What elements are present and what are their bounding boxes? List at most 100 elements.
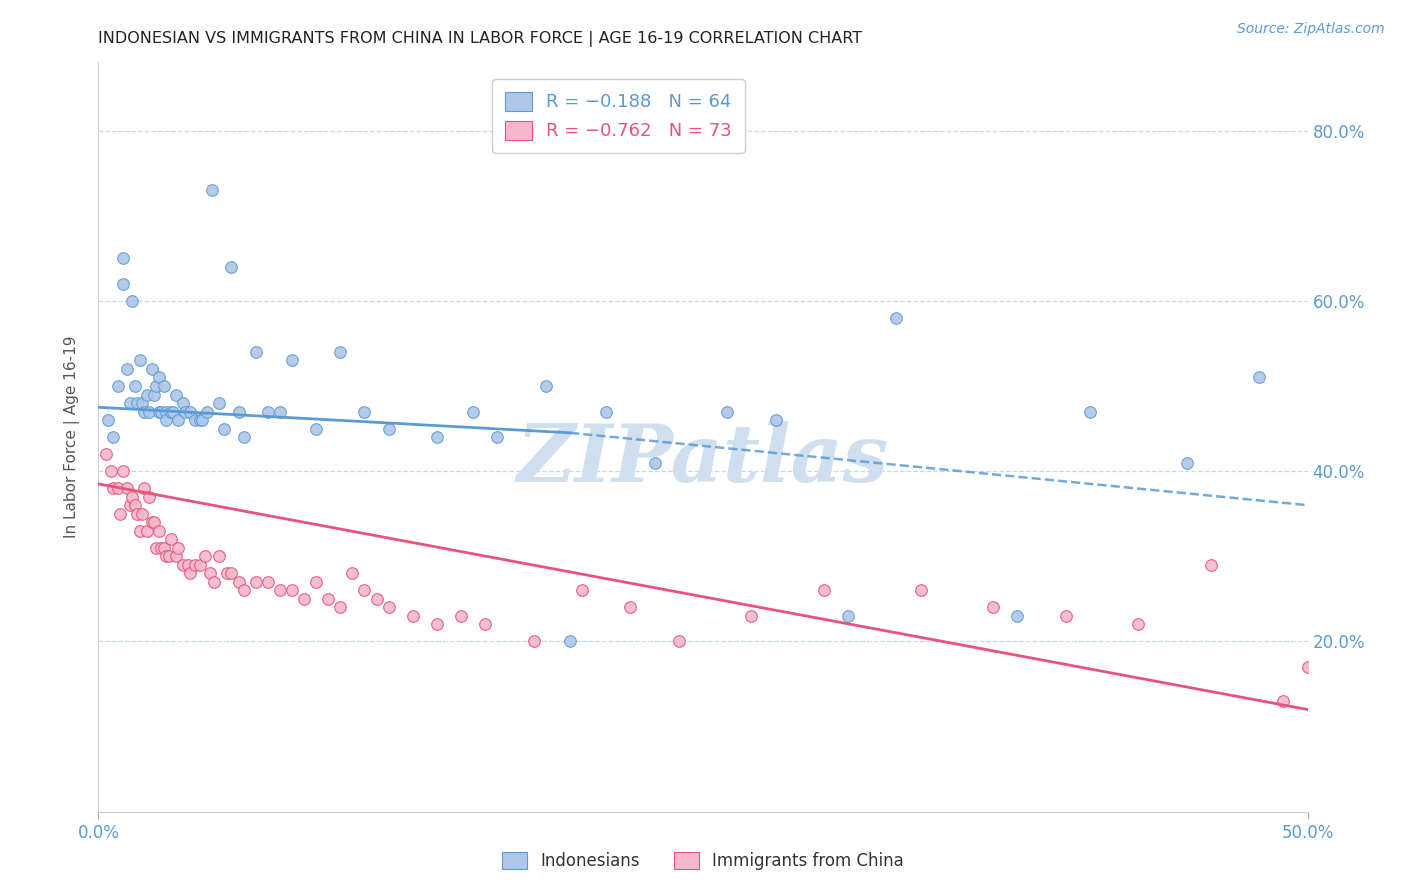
Point bbox=[118, 396, 141, 410]
Point bbox=[292, 591, 315, 606]
Point bbox=[1344, 694, 1367, 708]
Point bbox=[837, 608, 859, 623]
Point bbox=[108, 507, 131, 521]
Point bbox=[463, 404, 485, 418]
Point bbox=[191, 413, 214, 427]
Point bbox=[134, 481, 156, 495]
Point bbox=[150, 541, 173, 555]
Point bbox=[152, 379, 174, 393]
Point bbox=[1175, 456, 1198, 470]
Point bbox=[121, 490, 143, 504]
Point bbox=[474, 617, 496, 632]
Point bbox=[145, 541, 167, 555]
Point bbox=[595, 404, 617, 418]
Point bbox=[143, 515, 166, 529]
Point bbox=[740, 608, 762, 623]
Point bbox=[256, 574, 278, 589]
Point bbox=[329, 345, 352, 359]
Point bbox=[201, 183, 224, 197]
Point bbox=[981, 600, 1004, 615]
Point bbox=[121, 293, 143, 308]
Point bbox=[1007, 608, 1029, 623]
Point bbox=[366, 591, 388, 606]
Point bbox=[269, 404, 291, 418]
Point bbox=[184, 413, 207, 427]
Point bbox=[111, 277, 134, 291]
Point bbox=[127, 396, 149, 410]
Point bbox=[150, 404, 173, 418]
Text: ZIPatlas: ZIPatlas bbox=[517, 421, 889, 499]
Point bbox=[1296, 660, 1319, 674]
Point bbox=[134, 404, 156, 418]
Point bbox=[1078, 404, 1101, 418]
Point bbox=[155, 413, 177, 427]
Point bbox=[1320, 643, 1343, 657]
Point bbox=[124, 379, 146, 393]
Point bbox=[269, 583, 291, 598]
Point bbox=[523, 634, 546, 648]
Point bbox=[131, 507, 153, 521]
Point bbox=[155, 549, 177, 564]
Point bbox=[208, 396, 231, 410]
Point bbox=[127, 507, 149, 521]
Point bbox=[107, 481, 129, 495]
Point bbox=[172, 396, 194, 410]
Point bbox=[212, 421, 235, 435]
Point bbox=[571, 583, 593, 598]
Point bbox=[402, 608, 425, 623]
Point bbox=[305, 421, 328, 435]
Point bbox=[208, 549, 231, 564]
Point bbox=[128, 524, 150, 538]
Point bbox=[377, 421, 399, 435]
Text: Source: ZipAtlas.com: Source: ZipAtlas.com bbox=[1237, 22, 1385, 37]
Point bbox=[245, 345, 267, 359]
Point bbox=[215, 566, 238, 581]
Legend: Indonesians, Immigrants from China: Indonesians, Immigrants from China bbox=[496, 845, 910, 877]
Point bbox=[160, 533, 183, 547]
Point bbox=[118, 498, 141, 512]
Point bbox=[377, 600, 399, 615]
Point bbox=[316, 591, 339, 606]
Point bbox=[184, 558, 207, 572]
Point bbox=[426, 430, 449, 444]
Point bbox=[165, 387, 187, 401]
Point bbox=[117, 481, 139, 495]
Point bbox=[195, 404, 218, 418]
Point bbox=[167, 413, 190, 427]
Point bbox=[111, 464, 134, 478]
Point bbox=[619, 600, 641, 615]
Point bbox=[148, 370, 170, 384]
Point bbox=[1199, 558, 1222, 572]
Point bbox=[148, 404, 170, 418]
Point bbox=[198, 566, 221, 581]
Point bbox=[281, 583, 304, 598]
Point bbox=[716, 404, 738, 418]
Point bbox=[152, 541, 174, 555]
Point bbox=[221, 566, 243, 581]
Point bbox=[329, 600, 352, 615]
Point bbox=[117, 362, 139, 376]
Point bbox=[155, 404, 177, 418]
Point bbox=[167, 541, 190, 555]
Point bbox=[188, 558, 211, 572]
Point bbox=[228, 404, 250, 418]
Point bbox=[765, 413, 787, 427]
Point bbox=[94, 447, 117, 461]
Text: INDONESIAN VS IMMIGRANTS FROM CHINA IN LABOR FORCE | AGE 16-19 CORRELATION CHART: INDONESIAN VS IMMIGRANTS FROM CHINA IN L… bbox=[98, 31, 862, 47]
Point bbox=[813, 583, 835, 598]
Point bbox=[141, 515, 163, 529]
Point bbox=[145, 379, 167, 393]
Point bbox=[342, 566, 364, 581]
Point bbox=[305, 574, 328, 589]
Legend: R = −0.188   N = 64, R = −0.762   N = 73: R = −0.188 N = 64, R = −0.762 N = 73 bbox=[492, 79, 745, 153]
Point bbox=[886, 310, 908, 325]
Point bbox=[174, 404, 197, 418]
Point bbox=[111, 252, 134, 266]
Point bbox=[124, 498, 146, 512]
Point bbox=[162, 404, 184, 418]
Point bbox=[558, 634, 581, 648]
Point bbox=[232, 430, 254, 444]
Point bbox=[138, 490, 160, 504]
Point bbox=[245, 574, 267, 589]
Point bbox=[644, 456, 666, 470]
